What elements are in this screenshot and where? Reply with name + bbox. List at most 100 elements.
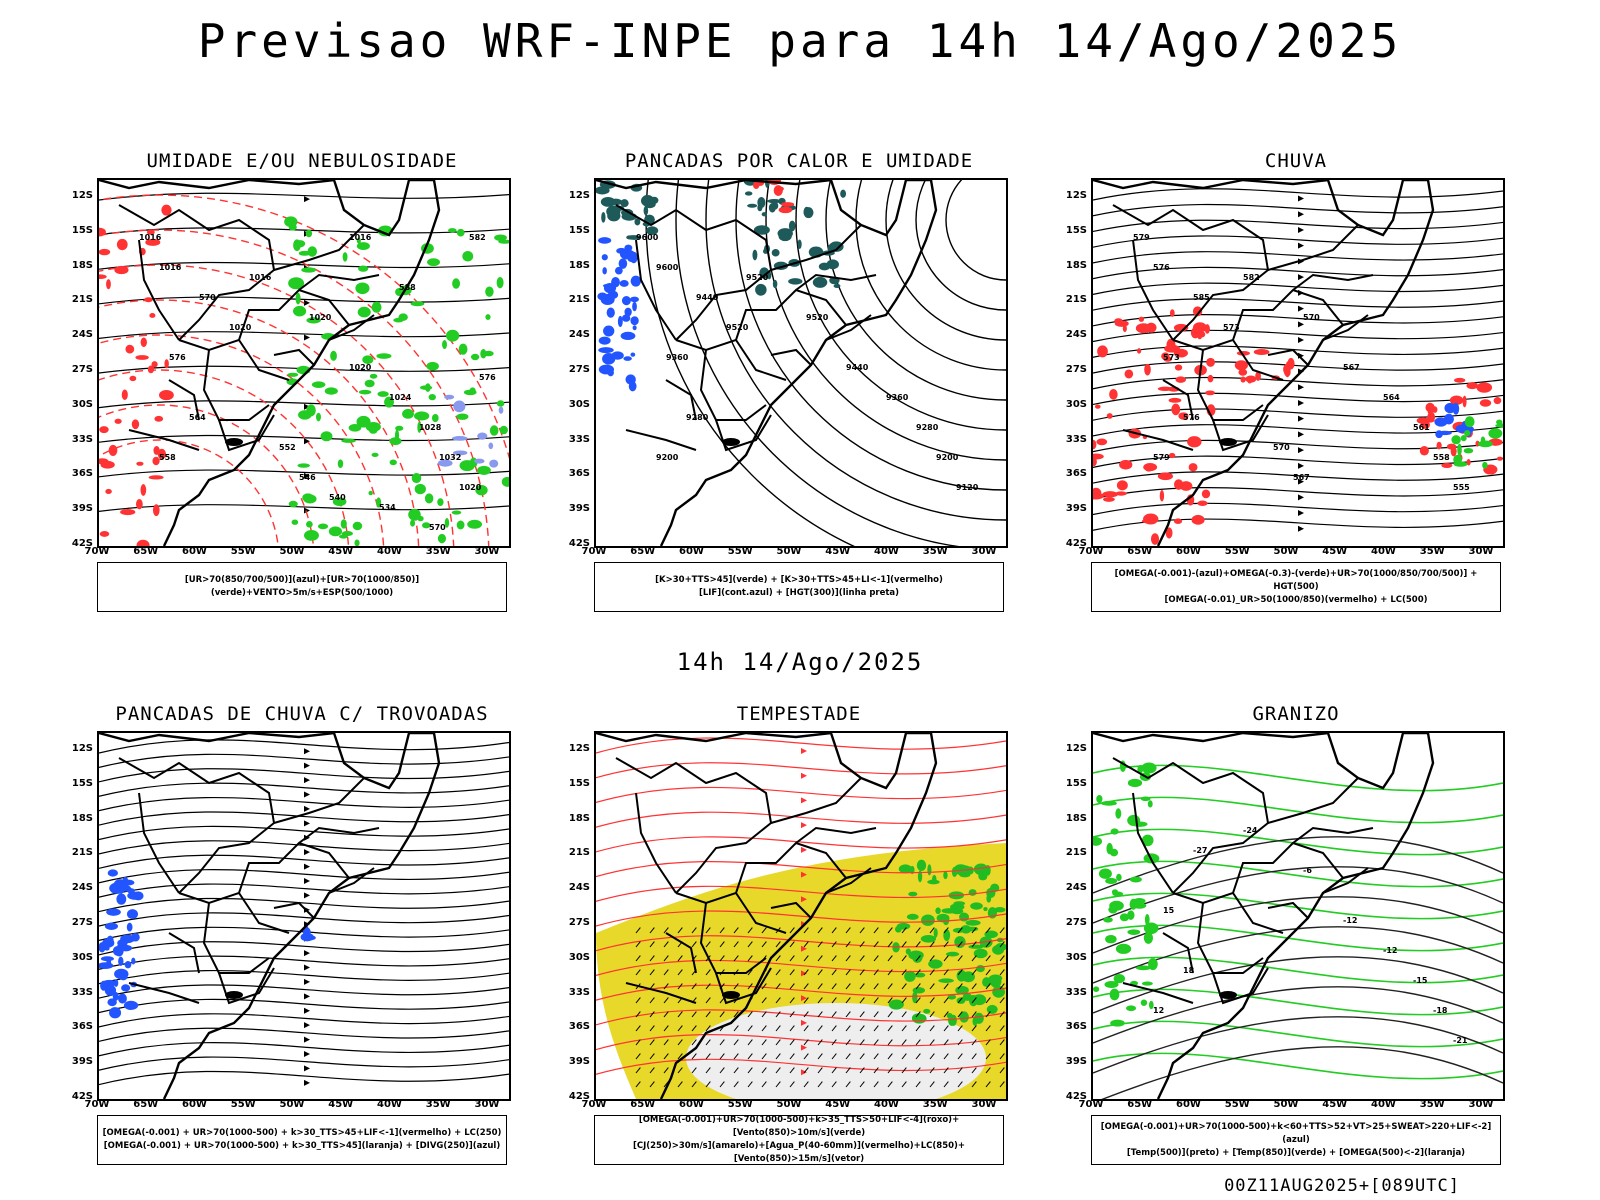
wind-vector: [929, 1039, 935, 1046]
wind-vector: [635, 927, 641, 934]
shaded-area: [131, 957, 136, 965]
streamline: [99, 1013, 509, 1028]
streamline-arrow: [304, 993, 310, 1000]
wind-vector: [677, 927, 683, 934]
shaded-area: [993, 907, 1006, 913]
country-border: [635, 792, 677, 894]
shaded-area: [114, 265, 129, 275]
shaded-area: [116, 893, 127, 905]
shaded-area: [1115, 491, 1127, 496]
shaded-area: [1143, 932, 1154, 944]
legend-line: [K>30+TTS>45](verde) + [K>30+TTS>45+LI<-…: [655, 575, 943, 585]
wind-vector: [761, 1081, 767, 1088]
wind-vector: [943, 997, 949, 1004]
streamline-arrow: [304, 978, 310, 985]
latitude-label: 39S: [1065, 503, 1087, 515]
map-canvas: 1016 1016 1020 1020 1020 1024 1028 1032 1020 1016…: [99, 180, 509, 546]
wind-vector: [705, 927, 711, 934]
wind-vector: [929, 983, 935, 990]
wind-vector: [943, 941, 949, 948]
shaded-area: [1141, 834, 1154, 847]
wind-vector: [677, 983, 683, 990]
streamline-arrow: [304, 1022, 310, 1029]
shaded-area: [496, 277, 504, 289]
shaded-area: [377, 391, 389, 397]
wind-vector: [747, 1081, 753, 1088]
shaded-area: [1148, 1000, 1154, 1010]
contour-line: [99, 299, 420, 546]
wind-vector: [817, 969, 823, 976]
streamline-arrow: [1298, 510, 1304, 517]
shaded-area: [992, 985, 1005, 998]
wind-vector: [775, 941, 781, 948]
contour-label: -27: [1193, 846, 1207, 855]
wind-vector: [649, 1025, 655, 1032]
shaded-area: [833, 283, 841, 289]
country-border: [1112, 204, 1270, 341]
shaded-area: [983, 907, 988, 912]
contour-line: [99, 229, 490, 546]
wind-vector: [817, 927, 823, 934]
shaded-area: [772, 279, 778, 289]
wind-vector: [845, 1081, 851, 1088]
latitude-label: 18S: [568, 812, 590, 824]
latitude-label: 21S: [1065, 847, 1087, 859]
country-border: [735, 339, 787, 381]
wind-vector: [663, 997, 669, 1004]
streamline-arrow: [1298, 226, 1304, 233]
wind-vector: [705, 1053, 711, 1060]
shaded-area: [131, 419, 140, 430]
wind-vector: [901, 1053, 907, 1060]
country-border: [1122, 429, 1194, 451]
contour-label: 9280: [686, 413, 709, 422]
shaded-area: [100, 980, 108, 991]
streamline-arrow: [304, 762, 310, 769]
streamline: [99, 768, 509, 783]
contour-label: 570: [1273, 443, 1290, 452]
shaded-area: [332, 497, 347, 507]
shaded-area: [1096, 794, 1103, 803]
shaded-area: [298, 410, 312, 420]
wind-vector: [733, 1053, 739, 1060]
wind-vector: [789, 983, 795, 990]
shaded-area: [118, 993, 127, 1004]
latitude-label: 39S: [71, 1056, 93, 1068]
map-panel: 9600 9600 9520 9520 9440 9360 9280 9200 9120 9520…: [594, 178, 1008, 548]
latitude-label: 24S: [568, 329, 590, 341]
wind-vector: [789, 1053, 795, 1060]
shaded-area: [1105, 934, 1117, 944]
shaded-area: [1192, 306, 1203, 317]
shaded-area: [1144, 464, 1154, 472]
shaded-area: [1255, 371, 1261, 381]
shaded-area: [1453, 461, 1468, 467]
wind-vector: [649, 1053, 655, 1060]
shaded-area: [759, 267, 770, 279]
longitude-label: 70W: [581, 546, 607, 557]
shaded-area: [1093, 492, 1104, 500]
map-panel: [594, 731, 1008, 1101]
shaded-area: [1109, 388, 1118, 400]
shaded-area: [498, 406, 504, 414]
contour-label: 1032: [439, 453, 461, 462]
contour-label: 576: [479, 373, 496, 382]
shaded-area: [462, 250, 474, 262]
shaded-area: [1168, 397, 1182, 403]
shaded-area: [1179, 481, 1193, 491]
wind-vector: [985, 1025, 991, 1032]
shaded-area: [410, 301, 425, 307]
shaded-area: [1115, 943, 1132, 954]
latitude-label: 42S: [568, 1091, 590, 1102]
shaded-area: [617, 315, 623, 328]
shaded-area: [414, 411, 430, 421]
contour-label: 1016: [139, 233, 162, 242]
streamline: [99, 984, 509, 999]
country-border: [138, 792, 180, 894]
streamline-arrow: [304, 950, 310, 957]
contour-label: -12: [1383, 946, 1397, 955]
shaded-area: [1169, 309, 1175, 317]
longitude-label: 65W: [630, 1099, 656, 1110]
shaded-area: [287, 372, 299, 377]
wind-vector: [803, 1081, 809, 1088]
wind-vector: [845, 1025, 851, 1032]
wind-vector: [985, 955, 991, 962]
